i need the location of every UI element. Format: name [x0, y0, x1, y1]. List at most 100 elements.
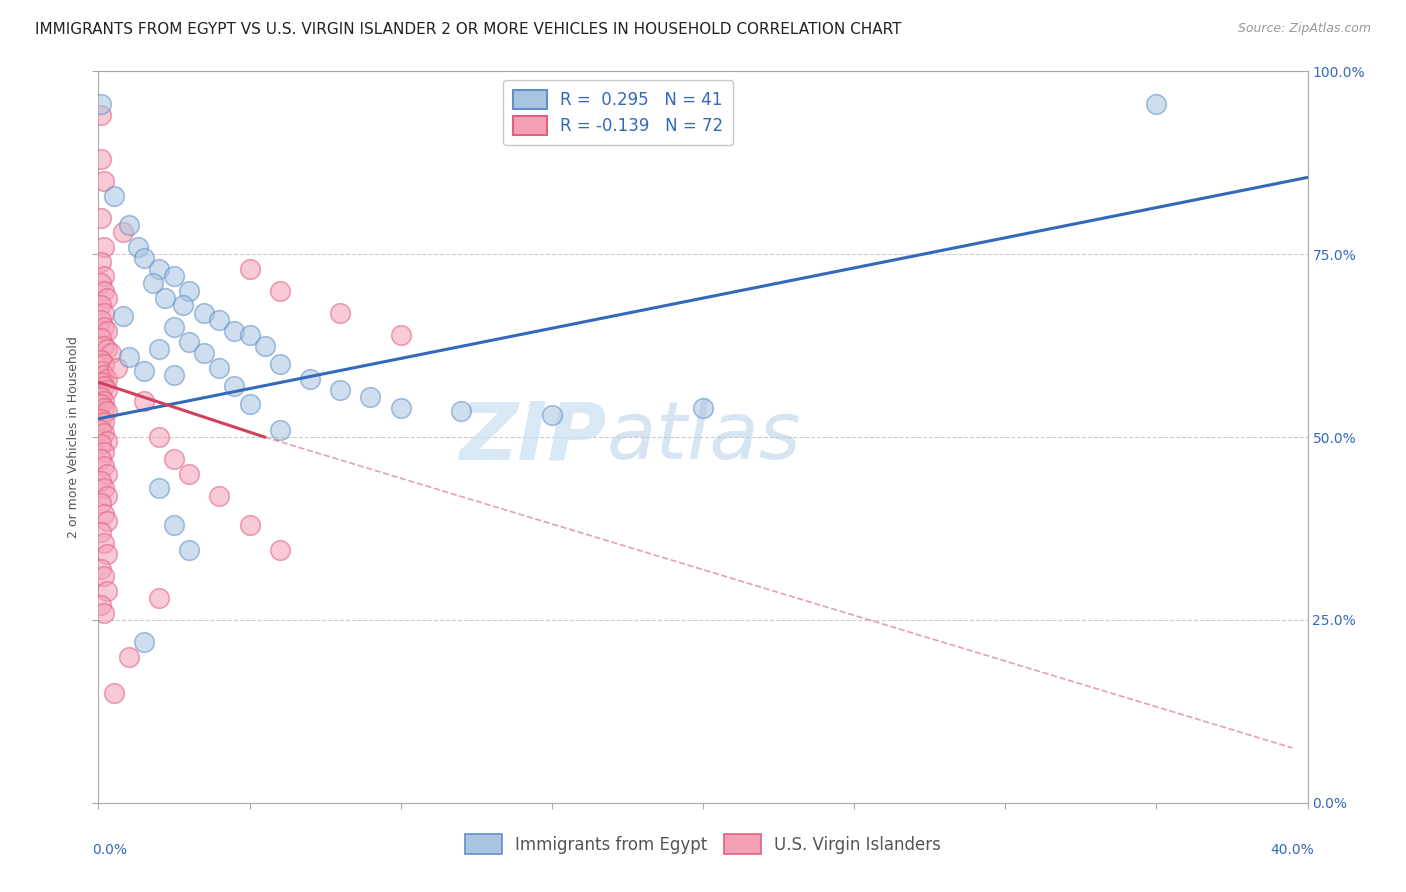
- Point: [90, 97, 112, 112]
- Point: [163, 368, 186, 382]
- Point: [93, 269, 115, 284]
- Point: [208, 489, 231, 503]
- Point: [96, 404, 118, 418]
- Point: [93, 606, 115, 620]
- Point: [1144, 97, 1167, 112]
- Point: [96, 383, 118, 397]
- Point: [132, 635, 155, 649]
- Point: [90, 423, 112, 437]
- Point: [269, 284, 291, 298]
- Point: [90, 562, 112, 576]
- Point: [389, 401, 412, 415]
- Point: [163, 320, 186, 334]
- Point: [329, 306, 352, 320]
- Point: [90, 390, 112, 404]
- Point: [93, 507, 115, 521]
- Point: [90, 298, 112, 312]
- Point: [239, 397, 262, 411]
- Point: [93, 481, 115, 495]
- Point: [148, 430, 170, 444]
- Y-axis label: 2 or more Vehicles in Household: 2 or more Vehicles in Household: [66, 336, 80, 538]
- Point: [153, 291, 176, 305]
- Point: [93, 320, 115, 334]
- Point: [90, 474, 112, 488]
- Point: [269, 423, 291, 437]
- Point: [111, 225, 134, 239]
- Point: [148, 261, 170, 276]
- Point: [118, 350, 141, 364]
- Point: [90, 108, 112, 122]
- Point: [111, 310, 134, 324]
- Point: [269, 543, 291, 558]
- Point: [90, 599, 112, 613]
- Point: [93, 338, 115, 352]
- Text: Source: ZipAtlas.com: Source: ZipAtlas.com: [1237, 22, 1371, 36]
- Point: [163, 452, 186, 467]
- Point: [93, 416, 115, 430]
- Point: [239, 327, 262, 342]
- Point: [132, 251, 155, 265]
- Point: [224, 379, 246, 393]
- Point: [148, 481, 170, 495]
- Point: [93, 569, 115, 583]
- Point: [93, 368, 115, 382]
- Point: [193, 306, 215, 320]
- Point: [118, 218, 141, 232]
- Point: [90, 254, 112, 268]
- Point: [96, 547, 118, 561]
- Point: [93, 444, 115, 458]
- Point: [93, 459, 115, 474]
- Point: [96, 489, 118, 503]
- Point: [96, 514, 118, 528]
- Point: [269, 357, 291, 371]
- Point: [224, 324, 246, 338]
- Point: [105, 360, 128, 375]
- Point: [90, 152, 112, 166]
- Point: [103, 188, 125, 202]
- Point: [163, 517, 186, 532]
- Point: [90, 364, 112, 378]
- Point: [132, 393, 155, 408]
- Point: [96, 343, 118, 357]
- Point: [93, 174, 115, 188]
- Point: [93, 536, 115, 550]
- Text: 0.0%: 0.0%: [93, 843, 128, 857]
- Point: [90, 525, 112, 540]
- Point: [96, 324, 118, 338]
- Point: [90, 331, 112, 345]
- Point: [360, 390, 382, 404]
- Point: [127, 240, 149, 254]
- Point: [96, 467, 118, 481]
- Point: [90, 277, 112, 291]
- Point: [179, 467, 201, 481]
- Point: [253, 338, 276, 352]
- Point: [90, 211, 112, 225]
- Point: [208, 313, 231, 327]
- Point: [96, 434, 118, 448]
- Point: [142, 277, 165, 291]
- Point: [193, 346, 215, 360]
- Point: [90, 397, 112, 411]
- Point: [239, 517, 262, 532]
- Point: [450, 404, 472, 418]
- Text: 40.0%: 40.0%: [1270, 843, 1313, 857]
- Text: ZIP: ZIP: [458, 398, 606, 476]
- Text: atlas: atlas: [606, 398, 801, 476]
- Point: [93, 401, 115, 415]
- Point: [90, 313, 112, 327]
- Point: [90, 376, 112, 390]
- Point: [100, 346, 122, 360]
- Point: [93, 379, 115, 393]
- Point: [93, 357, 115, 371]
- Point: [93, 426, 115, 441]
- Point: [93, 284, 115, 298]
- Point: [93, 306, 115, 320]
- Point: [299, 371, 322, 385]
- Point: [692, 401, 714, 415]
- Point: [96, 291, 118, 305]
- Point: [179, 543, 201, 558]
- Point: [172, 298, 194, 312]
- Point: [132, 364, 155, 378]
- Point: [96, 583, 118, 598]
- Point: [90, 353, 112, 368]
